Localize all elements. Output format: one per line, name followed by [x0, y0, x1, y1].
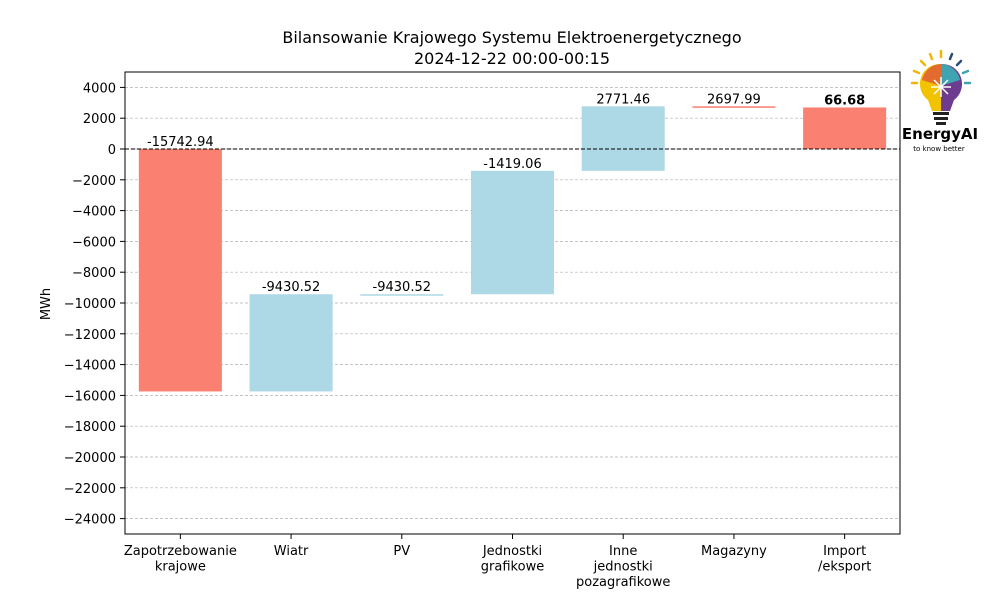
- x-tick-label: Wiatr: [274, 544, 309, 559]
- y-tick-label: −10000: [64, 297, 116, 312]
- bar: [581, 106, 665, 171]
- data-label: -1419.06: [483, 157, 541, 172]
- data-label: 2697.99: [707, 92, 761, 107]
- logo-tagline: to know better: [913, 145, 965, 153]
- energyai-logo: EnergyAI to know better: [902, 49, 978, 153]
- grid-lines: [125, 87, 900, 519]
- y-tick-label: −20000: [64, 451, 116, 466]
- bar: [470, 170, 555, 295]
- lightbulb-icon: [910, 49, 972, 125]
- x-tick-label: Inne jednostki pozagrafikowe: [576, 544, 670, 590]
- bar: [249, 294, 333, 392]
- logo-brand-text: EnergyAI: [902, 125, 978, 143]
- y-tick-label: 4000: [83, 81, 116, 96]
- y-axis: 4000 2000 0 −2000 −4000 −6000 −8000 −10000 −1200…: [64, 81, 125, 528]
- bars: [138, 106, 887, 392]
- y-tick-label: 2000: [83, 112, 116, 127]
- x-tick-label: Import/eksport: [818, 544, 871, 575]
- chart-title: Bilansowanie Krajowego Systemu Elektroen…: [282, 28, 741, 47]
- y-tick-label: 0: [108, 143, 116, 158]
- bar: [692, 106, 776, 108]
- y-tick-label: −2000: [72, 174, 116, 189]
- y-tick-label: −14000: [64, 359, 116, 374]
- y-tick-label: −18000: [64, 420, 116, 435]
- chart-subtitle: 2024-12-22 00:00-00:15: [414, 49, 610, 68]
- bar: [360, 294, 444, 296]
- data-label: 2771.46: [596, 92, 650, 107]
- x-tick-label: Magazyny: [701, 544, 767, 559]
- x-tick-label: Jednostki grafikowe: [481, 544, 544, 575]
- y-tick-label: −16000: [64, 389, 116, 404]
- data-label: -9430.52: [373, 280, 431, 295]
- y-axis-label: MWh: [39, 288, 54, 320]
- y-tick-label: −24000: [64, 513, 116, 528]
- x-tick-label: PV: [393, 544, 410, 559]
- y-tick-label: −6000: [72, 235, 116, 250]
- data-label: 66.68: [824, 93, 865, 108]
- y-tick-label: −22000: [64, 482, 116, 497]
- bar: [138, 149, 222, 392]
- data-label: -15742.94: [147, 135, 214, 150]
- value-labels: -15742.94 -9430.52 -9430.52 -1419.06 2771.46…: [147, 92, 865, 295]
- bar: [803, 107, 887, 149]
- y-tick-label: −12000: [64, 328, 116, 343]
- y-tick-label: −4000: [72, 205, 116, 220]
- x-tick-label: Zapotrzebowanie krajowe: [124, 544, 237, 575]
- y-tick-label: −8000: [72, 266, 116, 281]
- x-axis: Zapotrzebowanie krajowe Wiatr PV Jednostki gr…: [124, 534, 871, 590]
- data-label: -9430.52: [262, 280, 320, 295]
